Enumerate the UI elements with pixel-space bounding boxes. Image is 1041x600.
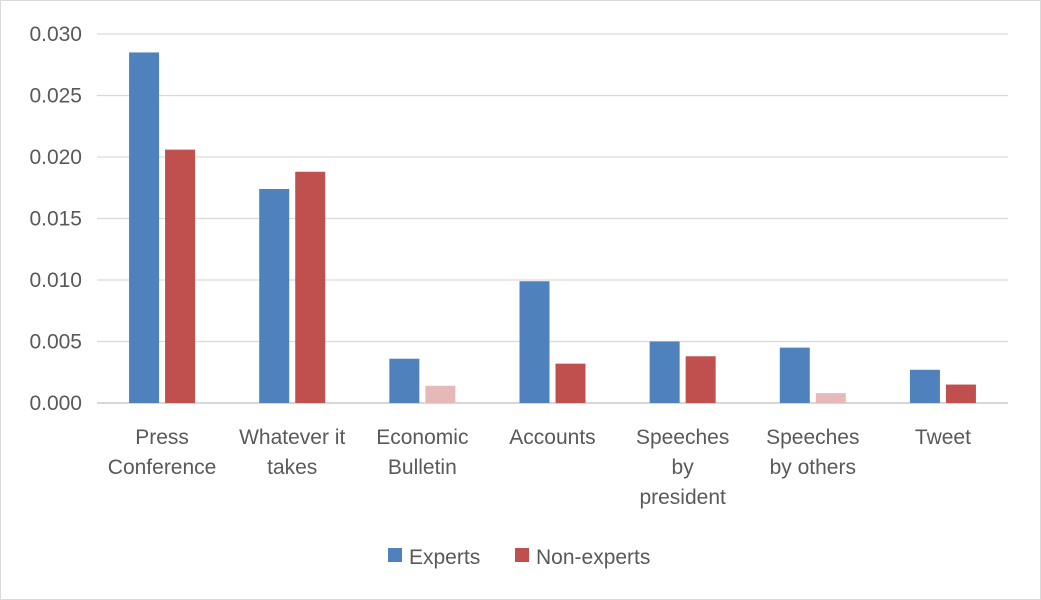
y-tick-label: 0.015	[29, 208, 82, 231]
bar-non-experts-5	[815, 393, 846, 403]
x-category-label-line: president	[639, 486, 726, 509]
legend-label: Non-experts	[536, 546, 650, 569]
x-category-label-line: Conference	[108, 456, 217, 479]
x-category-label: Accounts	[509, 426, 595, 449]
x-category-label: Economic Bulletin	[376, 426, 468, 479]
x-category-label-line: by others	[770, 456, 856, 479]
y-tick-label: 0.010	[29, 269, 82, 292]
y-tick-label: 0.025	[29, 85, 82, 108]
x-category-label: Whatever it takes	[239, 426, 345, 479]
bar-experts-1	[259, 188, 290, 403]
bar-experts-4	[649, 341, 680, 403]
y-tick-label: 0.030	[29, 23, 82, 46]
y-tick-label: 0.005	[29, 331, 82, 354]
y-tick-label: 0.000	[29, 392, 82, 415]
x-category-label-line: Economic	[376, 426, 468, 449]
x-category-label: Speeches by president	[636, 426, 729, 509]
bar-non-experts-3	[555, 363, 586, 403]
x-category-label-line: Speeches	[766, 426, 859, 449]
x-category-label-line: Accounts	[509, 426, 595, 449]
legend-swatch-non-experts	[515, 548, 529, 562]
bar-experts-6	[909, 369, 940, 403]
bar-experts-0	[129, 52, 160, 403]
bar-experts-5	[779, 347, 810, 403]
bar-non-experts-6	[945, 384, 976, 403]
x-category-label: Press Conference	[108, 426, 217, 479]
x-category-label-line: takes	[267, 456, 317, 479]
x-category-label-line: Tweet	[915, 426, 971, 449]
legend-label: Experts	[409, 546, 480, 569]
bar-non-experts-4	[685, 356, 716, 403]
x-category-label-line: Whatever it	[239, 426, 345, 449]
x-category-label: Tweet	[915, 426, 971, 449]
x-category-label-line: Bulletin	[388, 456, 457, 479]
x-category-label-line: by	[672, 456, 695, 479]
x-category-label: Speeches by others	[766, 426, 859, 479]
x-category-label-line: Press	[135, 426, 189, 449]
bar-experts-3	[519, 281, 550, 403]
y-tick-label: 0.020	[29, 146, 82, 169]
bar-non-experts-2	[425, 385, 456, 403]
bar-non-experts-0	[165, 149, 196, 403]
legend-swatch-experts	[388, 548, 402, 562]
x-category-label-line: Speeches	[636, 426, 729, 449]
bar-non-experts-1	[295, 171, 326, 403]
bar-experts-2	[389, 358, 420, 403]
